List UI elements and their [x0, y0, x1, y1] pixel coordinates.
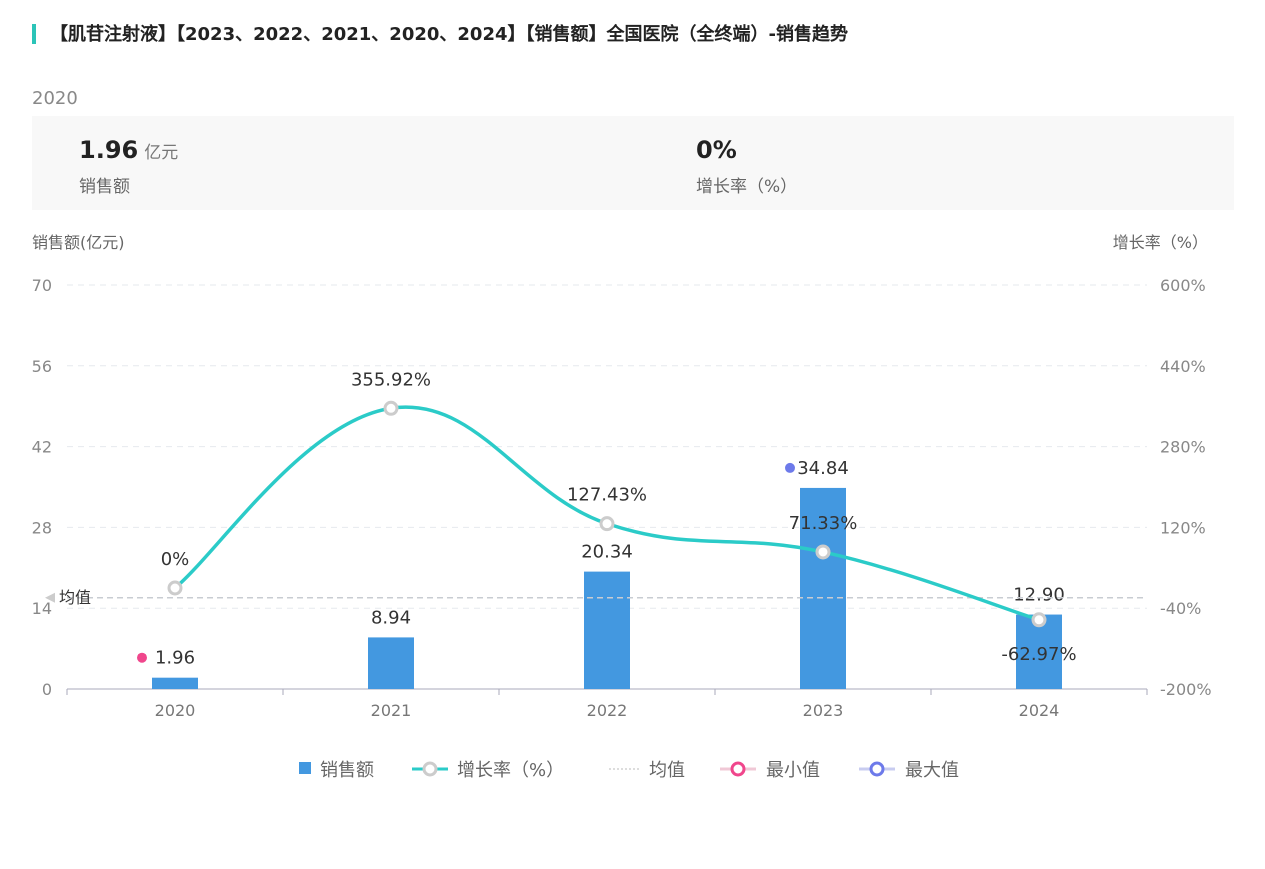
right-tick-label: 440%: [1160, 357, 1206, 376]
legend-line-marker: [422, 761, 438, 777]
mean-label: 均值: [59, 588, 91, 607]
legend-label: 最大值: [905, 760, 959, 781]
bar-sales: [584, 571, 630, 689]
right-tick-label: -40%: [1160, 599, 1201, 618]
bar-sales: [368, 637, 414, 689]
title-accent: [32, 24, 36, 44]
left-axis-title: 销售额(亿元): [32, 233, 125, 252]
legend-marker: [730, 761, 746, 777]
right-tick-label: 600%: [1160, 276, 1206, 295]
growth-label: 71.33%: [789, 513, 858, 534]
left-tick-label: 14: [32, 599, 52, 618]
legend-label: 增长率（%）: [457, 760, 564, 781]
left-tick-label: 56: [32, 357, 52, 376]
stat-sales: 1.96 亿元 销售额: [79, 136, 178, 197]
stat-label: 增长率（%）: [696, 177, 798, 197]
left-tick-label: 42: [32, 438, 52, 457]
x-tick-label: 2021: [371, 701, 412, 720]
selected-year: 2020: [32, 88, 78, 109]
stat-growth: 0% 增长率（%）: [696, 136, 797, 197]
max-marker: [785, 462, 795, 473]
stat-label: 销售额: [79, 177, 130, 197]
x-tick-label: 2022: [587, 701, 628, 720]
bar-label: 8.94: [371, 607, 411, 628]
stat-value: 0%: [696, 136, 737, 164]
growth-point: [1031, 612, 1047, 628]
mean-arrow-icon: [45, 592, 55, 603]
right-tick-label: -200%: [1160, 680, 1212, 699]
x-tick-label: 2023: [803, 701, 844, 720]
stats-panel: 1.96 亿元 销售额 0% 增长率（%）: [32, 116, 1234, 210]
min-marker: [137, 652, 147, 663]
bar-label: 34.84: [797, 458, 849, 479]
left-tick-label: 0: [42, 680, 52, 699]
growth-point: [167, 580, 183, 596]
growth-point: [599, 516, 615, 532]
growth-label: -62.97%: [1001, 644, 1076, 665]
page-title: 【肌苷注射液】【2023、2022、2021、2020、2024】【销售额】全国…: [50, 24, 848, 45]
growth-rate-line: [173, 405, 1040, 622]
bar-label: 20.34: [581, 542, 633, 563]
x-tick-label: 2024: [1019, 701, 1060, 720]
legend-label: 销售额: [320, 760, 374, 781]
growth-point: [383, 400, 399, 416]
growth-label: 0%: [161, 549, 190, 570]
bar-label: 1.96: [155, 648, 195, 669]
stat-unit: 亿元: [144, 143, 179, 163]
right-tick-label: 280%: [1160, 438, 1206, 457]
growth-label: 127.43%: [567, 485, 647, 506]
x-tick-label: 2020: [155, 701, 196, 720]
left-tick-label: 28: [32, 518, 52, 537]
legend-bar-icon: [299, 762, 311, 774]
growth-point: [815, 544, 831, 560]
left-tick-label: 70: [32, 276, 52, 295]
legend-label: 均值: [649, 760, 685, 781]
legend-label: 最小值: [766, 760, 820, 781]
growth-label: 355.92%: [351, 369, 431, 390]
stat-value: 1.96: [79, 136, 139, 164]
right-axis-title: 增长率（%）: [1113, 233, 1208, 252]
right-tick-label: 120%: [1160, 518, 1206, 537]
bar-label: 12.90: [1013, 585, 1065, 606]
bar-sales: [152, 677, 198, 689]
bar-sales: [800, 487, 846, 689]
legend-marker: [869, 761, 885, 777]
